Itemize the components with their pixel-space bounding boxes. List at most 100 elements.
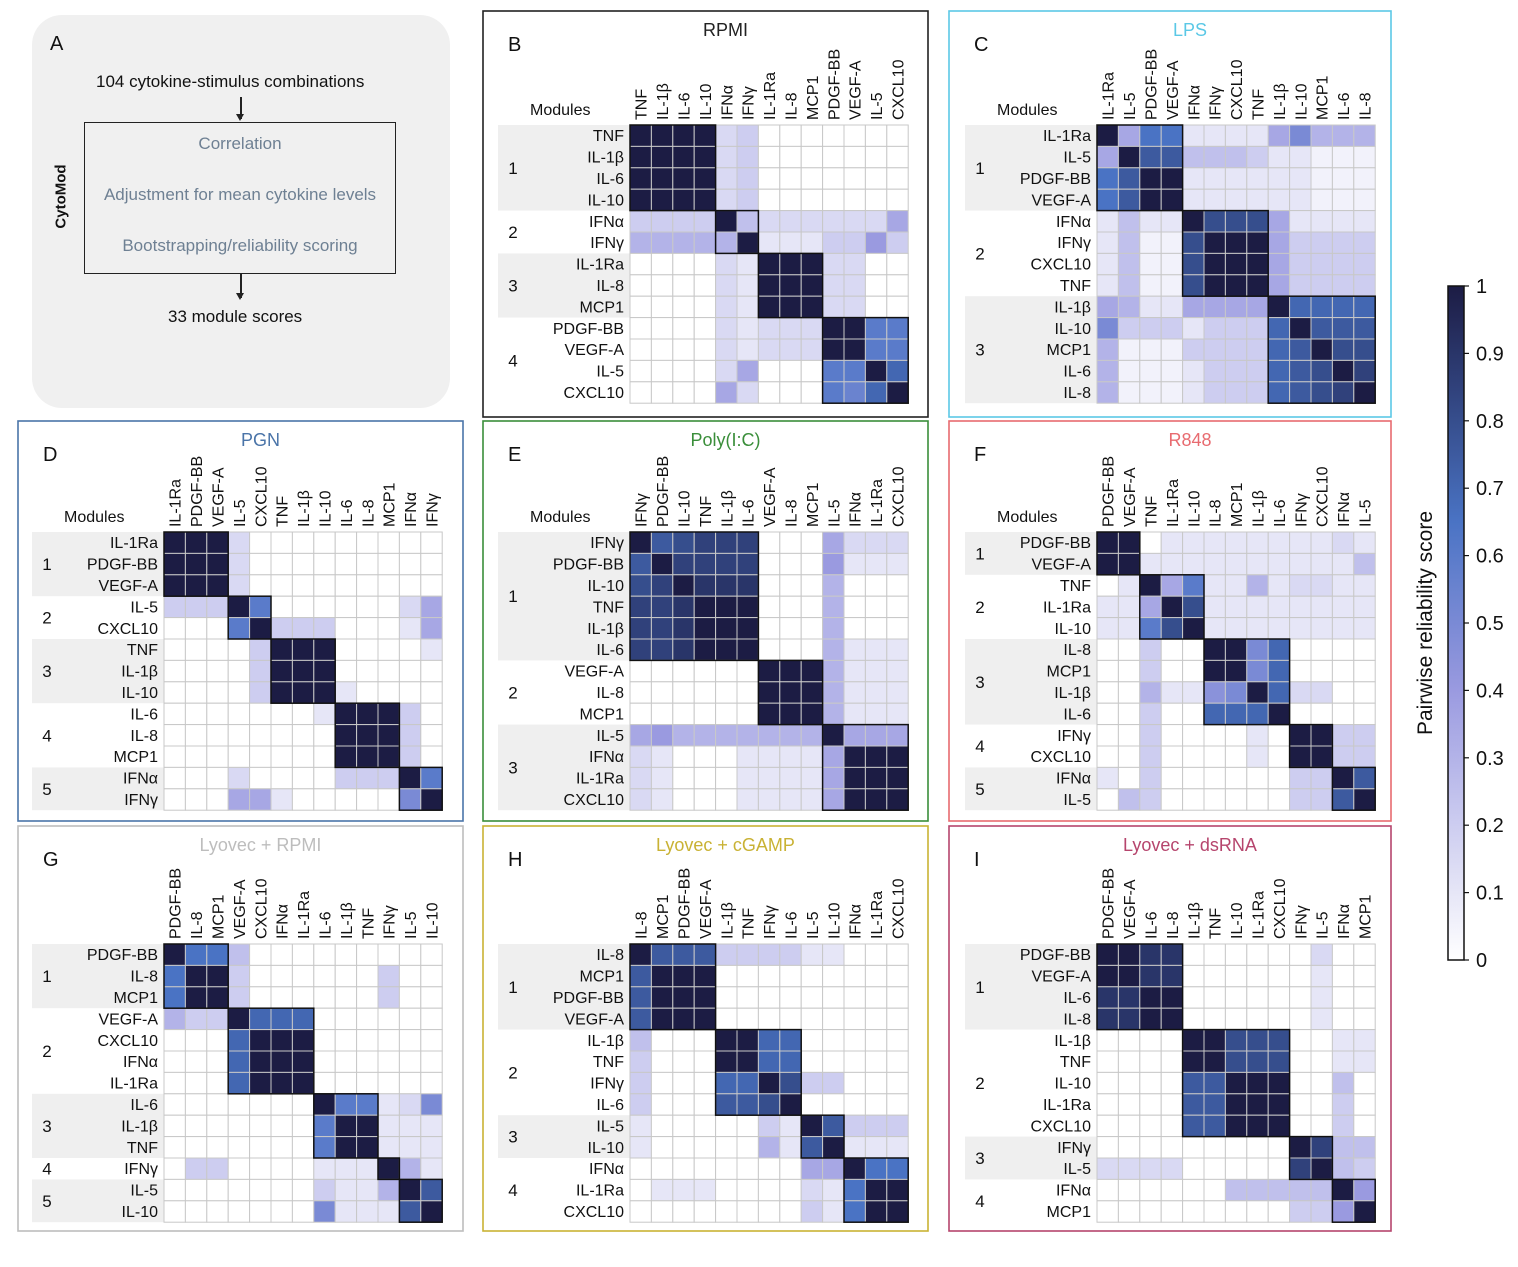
- panel-d-cell: [184, 574, 208, 597]
- panel-f-cell: [1139, 788, 1162, 811]
- panel-h-cell: [886, 1114, 909, 1138]
- panel-f-cell: [1331, 659, 1355, 683]
- panel-d-cell: [334, 659, 358, 683]
- panel-h-cell: [629, 1178, 652, 1202]
- panel-g-cell: [227, 1007, 251, 1031]
- panel-c-cell: [1246, 381, 1269, 404]
- panel-i-cell: [1096, 1114, 1119, 1138]
- panel-b-cell: [864, 124, 888, 147]
- panel-g-cell: [377, 1157, 400, 1180]
- panel-h-cell: [629, 1157, 652, 1180]
- panel-g-cell: [270, 1050, 293, 1073]
- panel-d-col-label: IL-8: [360, 499, 377, 527]
- panel-i-cell: [1203, 1071, 1226, 1095]
- panel-f-cell: [1246, 617, 1269, 640]
- panel-g-col-label: IL-1β: [339, 902, 356, 939]
- panel-g-cell: [184, 943, 208, 966]
- panel-h-row-label: IL-1Ra: [576, 1183, 624, 1200]
- panel-e-cell: [736, 724, 759, 747]
- panel-f-cell: [1310, 788, 1333, 811]
- panel-e-module-outline: [757, 659, 824, 726]
- panel-e-cell: [715, 574, 738, 597]
- panel-d-cell: [398, 617, 422, 640]
- panel-h-cell: [864, 943, 888, 966]
- panel-g-cell: [398, 986, 422, 1009]
- panel-i-cell: [1331, 1178, 1355, 1202]
- panel-g-cell: [334, 1093, 358, 1116]
- pipeline-step-correlation: Correlation: [198, 134, 282, 153]
- panel-d-cell: [313, 552, 336, 576]
- panel-f-cell: [1117, 659, 1141, 683]
- panel-c-cell: [1224, 210, 1248, 233]
- panel-f-cell: [1267, 531, 1291, 554]
- panel-c-cell: [1246, 124, 1269, 147]
- panel-b-cell: [843, 210, 866, 233]
- panel-b-cell: [779, 210, 802, 233]
- panel-h-cell: [715, 1071, 738, 1095]
- panel-g-cell: [270, 1071, 293, 1095]
- panel-e-cell: [886, 638, 909, 661]
- panel-b-cell: [864, 188, 888, 212]
- panel-d-cell: [334, 681, 358, 704]
- panel-e-cell: [886, 595, 909, 619]
- panel-b-cell: [693, 252, 717, 276]
- panel-d-cell: [163, 574, 186, 597]
- panel-c-cell: [1310, 188, 1333, 212]
- panel-c-cell: [1096, 359, 1119, 383]
- panel-f-cell: [1353, 724, 1376, 747]
- panel-e-cell: [864, 702, 888, 726]
- panel-f-cell: [1182, 788, 1205, 811]
- panel-f-cell: [1224, 745, 1248, 768]
- panel-h-cell: [864, 1029, 888, 1052]
- panel-i-cell: [1096, 1157, 1119, 1180]
- panel-f-cell: [1289, 531, 1312, 554]
- panel-d-cell: [163, 766, 186, 790]
- panel-f-col-label: IL-1β: [1251, 490, 1268, 527]
- panel-b-cell: [672, 359, 695, 383]
- panel-g-cell: [356, 1093, 379, 1116]
- panel-f-cell: [1224, 702, 1248, 726]
- panel-f-cell: [1267, 595, 1291, 619]
- panel-g-cell: [249, 1114, 272, 1138]
- panel-f-cell: [1224, 574, 1248, 597]
- panel-c-cell: [1353, 317, 1376, 340]
- panel-c-cell: [1182, 317, 1205, 340]
- panel-i-row-label: VEGF-A: [1031, 969, 1091, 986]
- panel-i-cell: [1331, 1136, 1355, 1159]
- panel-f-cell: [1117, 595, 1141, 619]
- panel-d-cell: [291, 552, 315, 576]
- panel-c-cell: [1267, 338, 1291, 361]
- panel-h-cell: [715, 1200, 738, 1223]
- panel-d-cell: [398, 659, 422, 683]
- panel-c-col-label: CXCL10: [1229, 59, 1246, 120]
- panel-c-module-outline: [1267, 295, 1376, 404]
- panel-d-cell: [377, 531, 400, 554]
- panel-g-cell: [420, 1114, 443, 1138]
- panel-h-cell: [864, 1178, 888, 1202]
- panel-c-cell: [1096, 252, 1119, 276]
- panel-d-row-label: IFNα: [123, 771, 158, 788]
- panel-f-cell: [1224, 681, 1248, 704]
- panel-b-cell: [629, 210, 652, 233]
- panel-h-cell: [886, 1157, 909, 1180]
- panel-h-cell: [800, 1114, 824, 1138]
- panel-e-row-label: IFNα: [589, 749, 624, 766]
- panel-h-cell: [779, 1093, 802, 1116]
- panel-h-cell: [822, 1200, 845, 1223]
- panel-f-cell: [1139, 681, 1162, 704]
- panel-b-cell: [886, 252, 909, 276]
- panel-e-cell: [822, 724, 845, 747]
- panel-c-cell: [1353, 295, 1376, 319]
- panel-h-row-label: CXCL10: [564, 1204, 625, 1221]
- panel-f-cell: [1182, 574, 1205, 597]
- panel-f-cell: [1096, 788, 1119, 811]
- panel-d-cell: [420, 574, 443, 597]
- panel-e-cell: [757, 788, 781, 811]
- panel-h-cell: [864, 964, 888, 988]
- panel-e-cell: [864, 595, 888, 619]
- panel-e-cell: [693, 617, 717, 640]
- panel-f-cell: [1224, 638, 1248, 661]
- panel-e-cell: [672, 681, 695, 704]
- panel-c-row-label: PDGF-BB: [1020, 171, 1091, 188]
- panel-i-cell: [1224, 986, 1248, 1009]
